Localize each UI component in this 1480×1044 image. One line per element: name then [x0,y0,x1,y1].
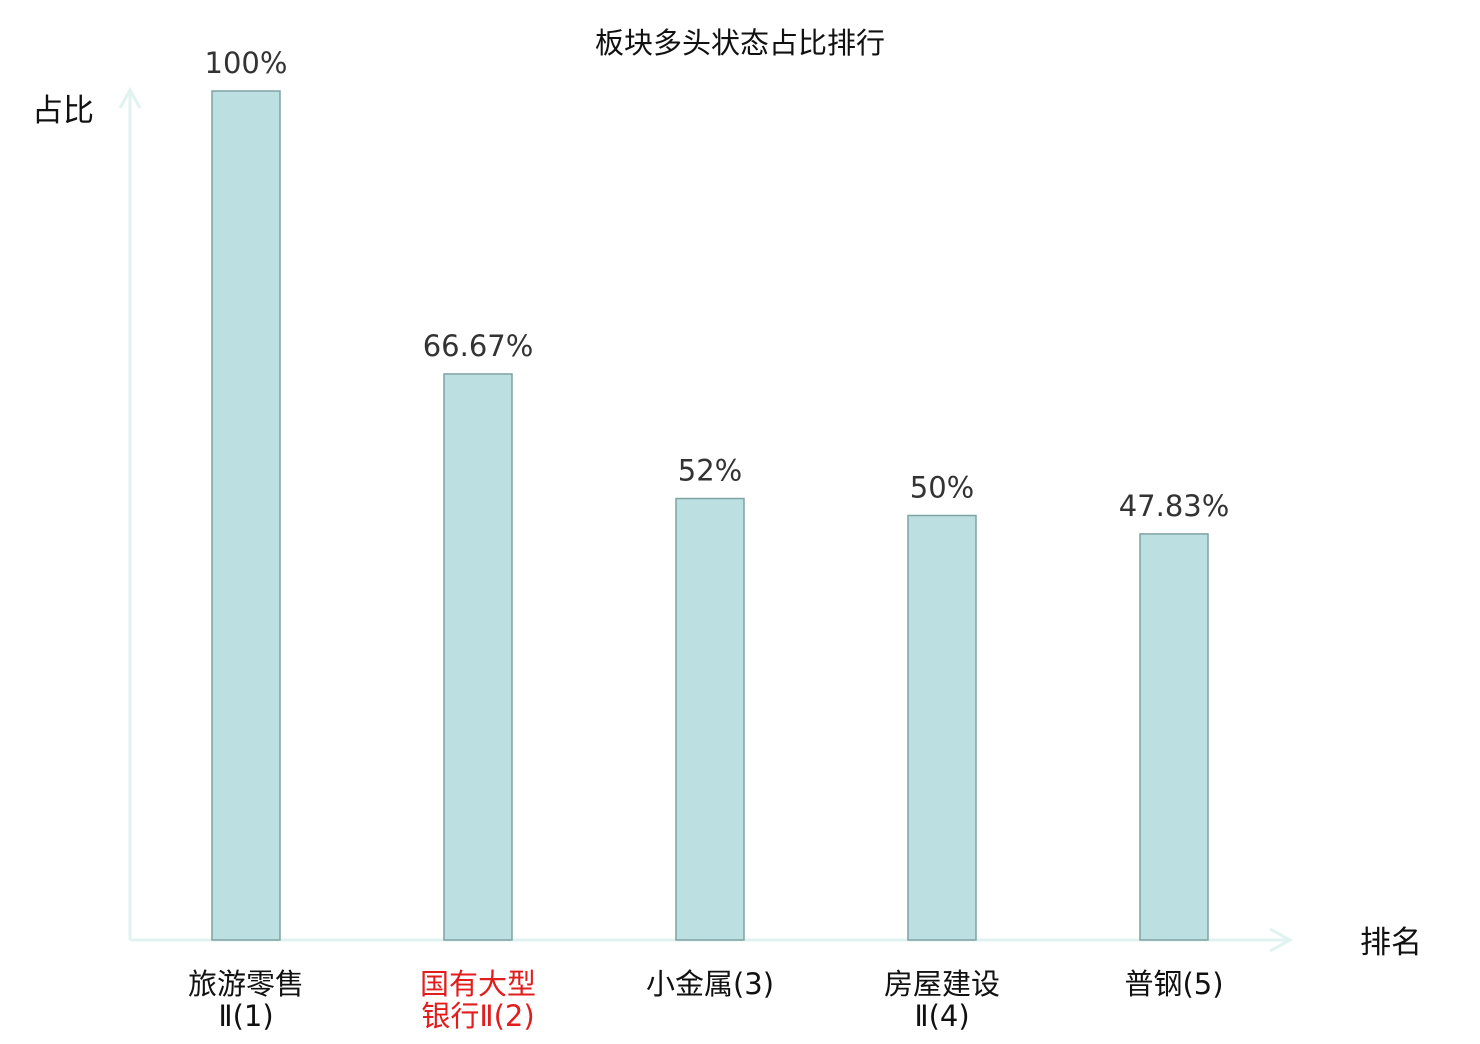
bar [1139,533,1209,941]
bar [443,373,513,941]
x-tick-label: 旅游零售 [188,967,304,1001]
bar-value-label: 66.67% [423,329,534,363]
y-axis-arrow [118,86,142,109]
bar-value-label: 100% [205,46,288,80]
x-tick-label: Ⅱ(1) [218,999,273,1033]
bar [907,514,977,941]
x-tick-label: 银行Ⅱ(2) [421,999,534,1033]
bar [675,497,745,941]
chart-title: 板块多头状态占比排行 [595,26,885,60]
x-tick-label: 房屋建设 [884,967,1000,1001]
bar [211,90,281,941]
y-axis-label: 占比 [32,93,94,129]
x-axis-arrow [1269,927,1294,953]
x-tick-label: 小金属(3) [646,967,774,1001]
x-tick-label: 普钢(5) [1124,967,1223,1001]
x-tick-label: 国有大型 [420,967,536,1001]
bar-value-label: 52% [678,454,742,488]
x-tick-label: Ⅱ(4) [914,999,969,1033]
bar-value-label: 47.83% [1119,489,1230,523]
bar-value-label: 50% [910,471,974,505]
x-axis-label: 排名 [1360,925,1422,961]
